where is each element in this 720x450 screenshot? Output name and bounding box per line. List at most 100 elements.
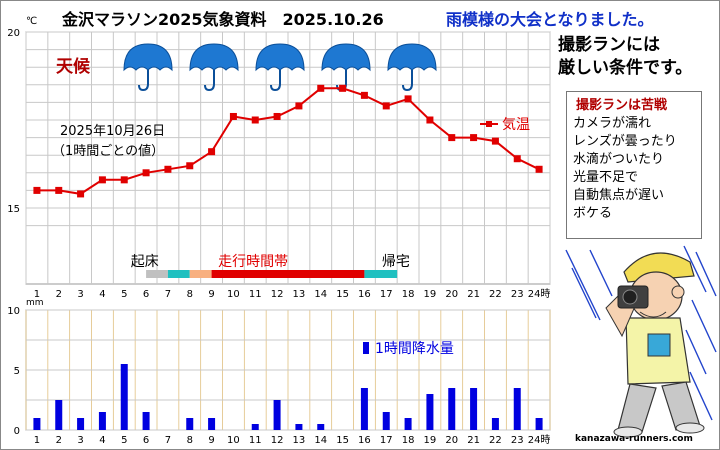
hour-tick: 13 [293, 435, 306, 446]
hour-tick: 16 [358, 435, 371, 446]
hardship-item: 光量不足で [573, 170, 639, 185]
hour-tick: 5 [121, 289, 127, 300]
hour-tick: 22 [489, 435, 502, 446]
temp-point [448, 134, 456, 142]
rain-legend-marker [363, 342, 369, 354]
hour-tick: 3 [77, 289, 83, 300]
temp-point [273, 112, 281, 120]
condition-note: 撮影ランには 厳しい条件です。 [558, 34, 718, 80]
hour-tick: 23 [511, 435, 524, 446]
hour-tick: 6 [143, 435, 149, 446]
rain-bar [120, 364, 128, 430]
temp-point [317, 84, 325, 92]
weather-icons [123, 43, 437, 92]
home-label: 帰宅 [382, 253, 410, 270]
hour-tick: 5 [121, 435, 127, 446]
rain-streaks-illustration [565, 245, 717, 421]
hardship-title: 撮影ランは苦戦 [576, 98, 668, 113]
rain-bar [55, 400, 63, 430]
hour-tick: 21 [467, 435, 480, 446]
rain-bar [295, 424, 303, 430]
hour-tick: 7 [165, 435, 171, 446]
hardship-item: カメラが濡れ [573, 116, 652, 131]
hour-tick: 9 [208, 435, 214, 446]
temp-legend-marker [486, 121, 492, 127]
hour-tick: 18 [402, 289, 415, 300]
timeline-bars [146, 270, 398, 278]
page-subtitle: 雨模様の大会となりました。 [446, 10, 654, 29]
hour-tick: 24時 [528, 434, 551, 446]
rain-bar [317, 424, 325, 430]
rain-grid [25, 309, 551, 431]
rain-y-tick: 10 [7, 306, 20, 317]
hour-tick: 20 [445, 289, 458, 300]
temp-grid [25, 31, 551, 284]
hour-tick: 3 [77, 435, 83, 446]
hour-tick: 24時 [528, 288, 551, 300]
hour-tick: 15 [336, 435, 349, 446]
wake-label: 起床 [131, 254, 159, 270]
temp-legend-label: 気温 [502, 117, 530, 133]
hour-tick: 23 [511, 289, 524, 300]
hour-tick: 14 [314, 289, 327, 300]
rain-bar [470, 388, 478, 430]
hour-tick: 15 [336, 289, 349, 300]
rain-bar [77, 418, 85, 430]
umbrella-icon [189, 43, 239, 92]
hardship-item: ボケる [573, 206, 613, 221]
temp-point [426, 116, 434, 124]
temp-point [120, 176, 128, 184]
rain-unit-label: mm [26, 298, 44, 308]
rain-y-tick: 0 [14, 426, 20, 437]
temp-point [77, 190, 85, 198]
temp-series [33, 84, 543, 198]
hour-tick: 10 [227, 435, 240, 446]
hardship-item: 水滴がついたり [573, 152, 665, 167]
hour-tick: 19 [424, 435, 437, 446]
hour-tick: 18 [402, 435, 415, 446]
rain-chart: mm 0 5 10 1時間降水量 [7, 298, 551, 437]
hardship-item: レンズが曇ったり [573, 134, 677, 149]
rain-y-ticks: 0 5 10 [7, 306, 20, 437]
temp-unit-label: ℃ [26, 16, 37, 27]
page-title: 金沢マラソン2025気象資料 2025.10.26 [62, 10, 384, 29]
hardship-item: 自動焦点が遅い [573, 188, 665, 203]
hour-tick: 6 [143, 289, 149, 300]
rain-bar [360, 388, 368, 430]
temp-point [360, 91, 368, 99]
hour-tick: 8 [187, 435, 193, 446]
hour-tick: 22 [489, 289, 502, 300]
temp-point [404, 95, 412, 103]
temp-point [251, 116, 259, 124]
site-credit: kanazawa-runners.com [575, 434, 693, 444]
umbrella-icon [387, 43, 437, 92]
weather-label: 天候 [56, 56, 91, 77]
temp-point [382, 102, 390, 110]
hour-tick: 12 [271, 435, 284, 446]
hour-tick: 2 [56, 435, 62, 446]
rain-bars [33, 364, 543, 430]
temp-y-tick: 15 [7, 204, 20, 215]
rain-bar [448, 388, 456, 430]
temp-point [55, 186, 63, 194]
umbrella-icon [123, 43, 173, 92]
hour-tick: 10 [227, 289, 240, 300]
hour-tick: 9 [208, 289, 214, 300]
hour-tick: 20 [445, 435, 458, 446]
umbrella-icon [255, 43, 305, 92]
temp-point [33, 186, 41, 194]
temp-point [164, 165, 172, 173]
note-line-1: 撮影ランには [558, 35, 660, 55]
running-label: 走行時間帯 [218, 254, 288, 270]
temp-point [295, 102, 303, 110]
note-line-2: 厳しい条件です。 [558, 58, 693, 78]
hour-tick: 11 [249, 435, 262, 446]
photographer-illustration [605, 252, 705, 438]
timeline-segment [146, 270, 168, 278]
temp-point [186, 162, 194, 170]
temp-point [491, 137, 499, 145]
rain-legend: 1時間降水量 [363, 341, 454, 357]
